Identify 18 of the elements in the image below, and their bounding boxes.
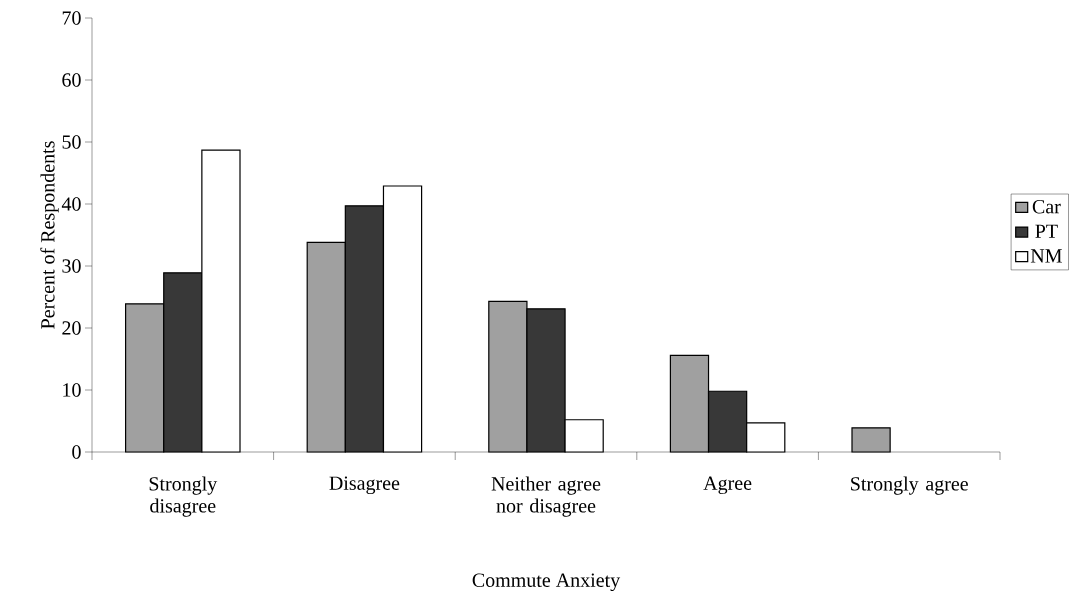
y-tick-label: 60	[62, 73, 81, 87]
x-tick-label: Strongly agree	[851, 476, 968, 495]
legend-label: Car	[1032, 200, 1061, 214]
legend-label: NM	[1030, 249, 1062, 263]
y-axis-title: Percent of Respondents	[40, 141, 59, 329]
y-tick-label: 20	[62, 321, 81, 335]
y-tick-label: 50	[62, 135, 81, 149]
y-tick-label: 30	[62, 259, 81, 273]
x-tick-label: Strongly disagree	[149, 476, 218, 517]
x-axis-title: Commute Anxiety	[472, 573, 621, 592]
x-tick-label: Agree	[703, 476, 752, 495]
y-tick-label: 70	[62, 11, 81, 25]
legend-label: PT	[1035, 224, 1058, 238]
y-tick-label: 40	[61, 197, 81, 211]
x-tick-label: Neither agree nor disagree	[491, 476, 601, 517]
y-tick-label: 10	[63, 383, 81, 397]
x-tick-label: Disagree	[329, 476, 400, 495]
y-tick-label: 0	[72, 445, 81, 459]
